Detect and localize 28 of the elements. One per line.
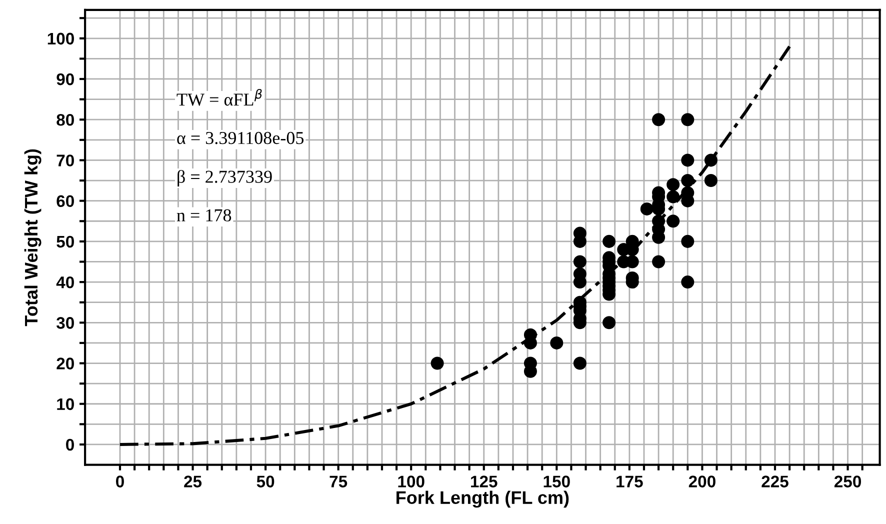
x-tick-label: 50 [256,476,274,488]
annotation: n = 178 [176,209,232,222]
y-tick-label: 90 [56,73,74,86]
x-tick-label: 175 [616,476,643,488]
x-tick-label: 250 [834,476,861,488]
y-axis-title: Total Weight (TW kg) [24,149,42,326]
y-tick-label: 0 [66,438,74,451]
y-tick-label: 80 [56,114,74,126]
y-tick-label: 100 [48,32,74,45]
y-tick-label: 60 [56,195,74,208]
annotation: β = 2.737339 [178,170,272,187]
y-tick-label: 50 [56,236,74,248]
x-tick-label: 25 [184,476,202,488]
y-tick-label: 20 [56,358,74,370]
y-tick-label: 30 [56,317,74,329]
y-tick-label: 10 [57,398,74,410]
y-tick-label: 40 [56,276,74,288]
x-tick-label: 125 [471,476,498,488]
x-tick-label: 75 [330,476,348,488]
annotation: α = 3.391108e-05 [177,132,304,144]
x-tick-label: 150 [544,476,570,488]
x-tick-label: 200 [688,476,716,488]
annotation: TW = αFL$^{β}$ [176,88,262,106]
x-tick-label: 225 [762,476,788,488]
x-axis-title: Fork Length (FL cm) [396,490,569,508]
y-tick-label: 70 [56,154,74,166]
x-tick-label: 100 [398,476,424,488]
x-tick-label: 0 [116,476,124,488]
